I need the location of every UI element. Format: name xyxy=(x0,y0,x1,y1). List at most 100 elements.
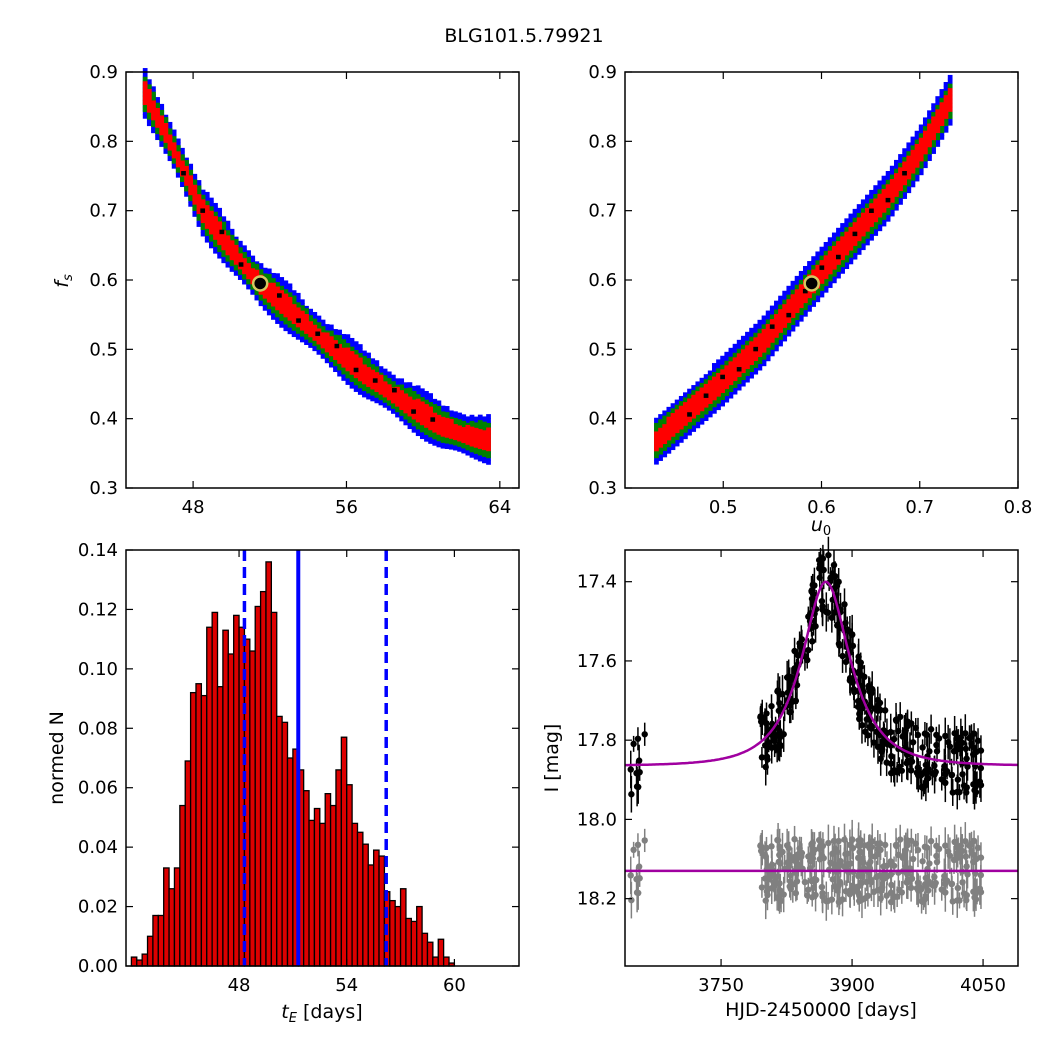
fs-vs-u0-grid-cell xyxy=(774,314,779,319)
fs-vs-u0-grid-cell xyxy=(798,284,804,289)
fs-vs-u0-grid-cell xyxy=(769,309,775,314)
fs-vs-te-grid-cell xyxy=(440,420,446,426)
fs-vs-te-grid-cell xyxy=(184,173,189,179)
fs-vs-u0-grid-cell xyxy=(836,263,841,269)
fs-vs-te-grid-cell xyxy=(386,378,392,383)
fs-vs-te-grid-cell xyxy=(424,437,429,442)
fs-vs-te-ytick-label: 0.3 xyxy=(89,478,118,499)
fs-vs-u0-grid-cell xyxy=(811,302,817,307)
fs-vs-te-grid-cell xyxy=(444,425,450,431)
histogram-bar xyxy=(286,757,294,967)
te-histogram-ytick-label: 0.08 xyxy=(78,718,118,739)
fs-vs-te-grid-cell xyxy=(415,417,421,423)
fs-vs-u0-grid-cell xyxy=(827,273,833,278)
fs-vs-u0-grid-cell xyxy=(802,269,808,275)
fs-vs-u0-grid-cell xyxy=(745,356,750,362)
fs-vs-te-grid-cell xyxy=(341,376,347,381)
fs-vs-u0-grid-cell xyxy=(906,174,912,180)
fs-vs-te-grid-cell xyxy=(262,296,268,302)
fs-vs-te-grid-cell xyxy=(477,440,483,446)
fs-vs-u0-grid-cell xyxy=(881,175,887,181)
fs-vs-te-grid-cell xyxy=(221,254,227,260)
fs-vs-te-grid-cell xyxy=(221,248,227,254)
fs-vs-u0-grid-cell xyxy=(918,124,924,129)
fs-vs-te-grid-cell xyxy=(262,290,268,295)
fs-vs-te-grid-cell xyxy=(424,411,429,417)
fs-vs-u0-grid-cell xyxy=(894,202,899,207)
fs-vs-te-grid-cell xyxy=(163,149,169,154)
fs-vs-u0-grid-cell xyxy=(902,165,908,170)
fs-vs-te-grid-cell xyxy=(432,412,438,418)
fs-vs-te-grid-cell xyxy=(300,305,305,310)
fs-vs-te-grid-cell xyxy=(163,126,169,132)
fs-vs-te-grid-cell xyxy=(424,399,429,405)
fs-vs-u0-best-cell xyxy=(819,265,825,270)
fs-vs-u0-grid-cell xyxy=(732,352,738,358)
fs-vs-u0-grid-cell xyxy=(869,236,874,241)
fs-vs-te-grid-cell xyxy=(440,444,446,449)
fs-vs-u0-grid-cell xyxy=(658,435,663,440)
fs-vs-u0-grid-cell xyxy=(827,276,833,282)
fs-vs-te-grid-cell xyxy=(341,347,347,353)
fs-vs-u0-grid-cell xyxy=(695,395,701,400)
fs-vs-te-grid-cell xyxy=(395,390,400,396)
fs-vs-u0-grid-cell xyxy=(786,285,792,291)
fs-vs-u0-grid-cell xyxy=(943,128,949,133)
fs-vs-te-grid-cell xyxy=(453,411,458,416)
fs-vs-u0-best-cell xyxy=(786,312,792,318)
fs-vs-te-grid-cell xyxy=(448,434,454,439)
fs-vs-te-grid-cell xyxy=(208,210,214,216)
fs-vs-te-grid-cell xyxy=(171,153,177,159)
fs-vs-u0-grid-cell xyxy=(658,446,663,451)
fs-vs-u0-grid-cell xyxy=(922,159,928,165)
fs-vs-te-grid-cell xyxy=(167,125,173,131)
fs-vs-u0-grid-cell xyxy=(802,294,808,300)
fs-vs-u0-grid-cell xyxy=(695,406,701,412)
fs-vs-te-grid-cell xyxy=(287,316,293,321)
fs-vs-u0-grid-cell xyxy=(939,102,945,107)
fs-vs-u0-grid-cell xyxy=(774,343,779,348)
te-histogram-xtick-label: 54 xyxy=(335,975,358,996)
fs-vs-te-grid-cell xyxy=(357,376,363,382)
fs-vs-te-grid-cell xyxy=(254,263,260,269)
fs-vs-te-grid-cell xyxy=(146,96,152,102)
fs-vs-u0-grid-cell xyxy=(885,210,891,216)
fs-vs-te-grid-cell xyxy=(225,220,231,226)
fs-vs-te-grid-cell xyxy=(213,227,218,233)
fs-vs-te-grid-cell xyxy=(353,383,359,389)
fs-vs-te-grid-cell xyxy=(221,245,227,251)
fs-vs-u0-grid-cell xyxy=(910,165,916,170)
fs-vs-te-grid-cell xyxy=(208,222,214,227)
fs-vs-u0-grid-cell xyxy=(695,381,701,386)
fs-vs-u0-grid-cell xyxy=(807,269,812,275)
fs-vs-te-grid-cell xyxy=(378,390,384,395)
fs-vs-te-grid-cell xyxy=(415,427,421,433)
fs-vs-u0-grid-cell xyxy=(753,359,759,365)
fs-vs-u0-grid-cell xyxy=(823,250,829,256)
fs-vs-te-grid-cell xyxy=(370,387,376,392)
fs-vs-u0-xtick-label: 0.6 xyxy=(807,497,836,518)
histogram-bar xyxy=(340,736,348,967)
fs-vs-u0-grid-cell xyxy=(711,395,717,401)
fs-vs-te-grid-cell xyxy=(146,88,152,94)
te-histogram-ytick-label: 0.10 xyxy=(78,659,118,680)
fs-vs-u0-grid-cell xyxy=(865,223,870,228)
fs-vs-te-grid-cell xyxy=(275,273,280,278)
fs-vs-te-grid-cell xyxy=(221,221,227,227)
fs-vs-te-grid-cell xyxy=(473,455,479,460)
fs-vs-u0-grid-cell xyxy=(927,152,932,158)
fs-vs-u0-grid-cell xyxy=(943,117,949,123)
fs-vs-te-grid-cell xyxy=(486,427,491,432)
fs-vs-te-grid-cell xyxy=(411,394,417,400)
fs-vs-te-grid-cell xyxy=(461,427,467,432)
fs-vs-te-grid-cell xyxy=(146,121,152,127)
fs-vs-u0-grid-cell xyxy=(765,339,771,344)
fs-vs-u0-grid-cell xyxy=(724,355,730,361)
fs-vs-u0-grid-cell xyxy=(670,416,676,422)
fs-vs-u0-grid-cell xyxy=(894,184,899,190)
fs-vs-te-grid-cell xyxy=(196,205,202,211)
fs-vs-te-grid-cell xyxy=(391,374,396,380)
fs-vs-u0-grid-cell xyxy=(902,148,908,153)
fs-vs-te-grid-cell xyxy=(155,107,160,113)
fs-vs-te-grid-cell xyxy=(457,447,462,452)
